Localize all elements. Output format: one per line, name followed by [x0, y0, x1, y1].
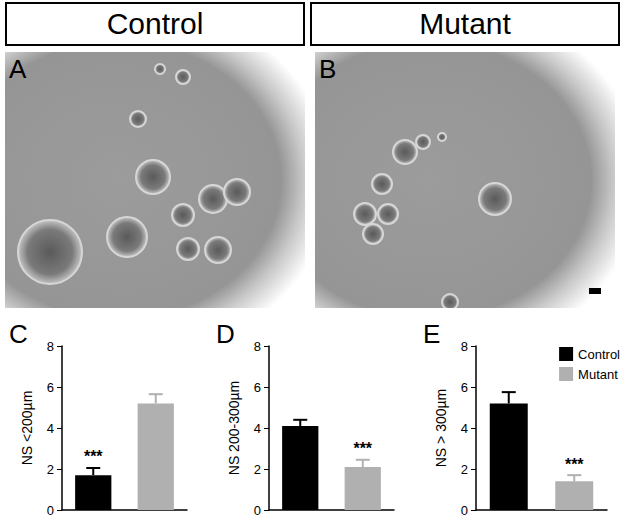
svg-text:2: 2 [254, 462, 261, 477]
html-text:Control: Control [106, 7, 204, 40]
svg-text:A: A [9, 54, 27, 84]
svg-text:6: 6 [47, 380, 54, 395]
svg-text:Control: Control [578, 347, 620, 362]
svg-text:NS > 300µm: NS > 300µm [433, 389, 449, 468]
svg-text:NS 200-300µm: NS 200-300µm [226, 381, 242, 475]
svg-text:6: 6 [254, 380, 261, 395]
svg-text:8: 8 [461, 339, 468, 354]
svg-text:B: B [319, 54, 336, 84]
svg-text:***: *** [84, 448, 103, 465]
svg-text:4: 4 [47, 421, 54, 436]
svg-text:***: *** [565, 456, 584, 473]
svg-text:D: D [216, 319, 235, 349]
svg-text:0: 0 [461, 503, 468, 518]
svg-text:C: C [9, 319, 28, 349]
svg-text:6: 6 [461, 380, 468, 395]
svg-text:4: 4 [254, 421, 261, 436]
svg-text:Mutant: Mutant [578, 367, 618, 382]
svg-text:8: 8 [254, 339, 261, 354]
svg-text:2: 2 [47, 462, 54, 477]
svg-text:2: 2 [461, 462, 468, 477]
svg-text:0: 0 [47, 503, 54, 518]
svg-text:E: E [423, 319, 440, 349]
svg-text:NS <200µm: NS <200µm [19, 391, 35, 466]
svg-text:8: 8 [47, 339, 54, 354]
svg-text:***: *** [353, 440, 372, 457]
svg-text:0: 0 [254, 503, 261, 518]
html-text:Mutant: Mutant [419, 7, 511, 40]
svg-text:4: 4 [461, 421, 468, 436]
